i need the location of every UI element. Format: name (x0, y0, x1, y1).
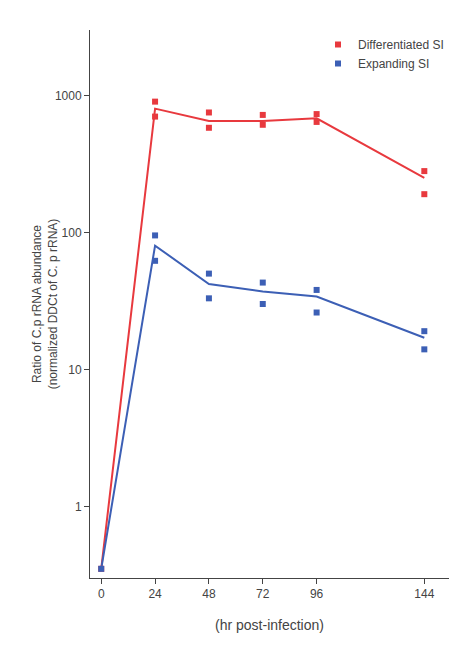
svg-text:144: 144 (414, 587, 434, 601)
svg-text:48: 48 (202, 587, 216, 601)
svg-text:96: 96 (310, 587, 324, 601)
svg-text:(hr post-infection): (hr post-infection) (215, 617, 324, 633)
svg-text:24: 24 (148, 587, 162, 601)
svg-text:1000: 1000 (55, 89, 82, 103)
svg-text:100: 100 (62, 226, 82, 240)
svg-text:0: 0 (98, 587, 105, 601)
svg-text:Expanding SI: Expanding SI (358, 57, 429, 71)
svg-text:1: 1 (75, 500, 82, 514)
svg-text:10: 10 (68, 363, 82, 377)
svg-text:Differentiated SI: Differentiated SI (358, 38, 444, 52)
svg-text:Ratio of C.p rRNA abundance(no: Ratio of C.p rRNA abundance(normalized D… (30, 219, 60, 390)
svg-text:72: 72 (256, 587, 270, 601)
